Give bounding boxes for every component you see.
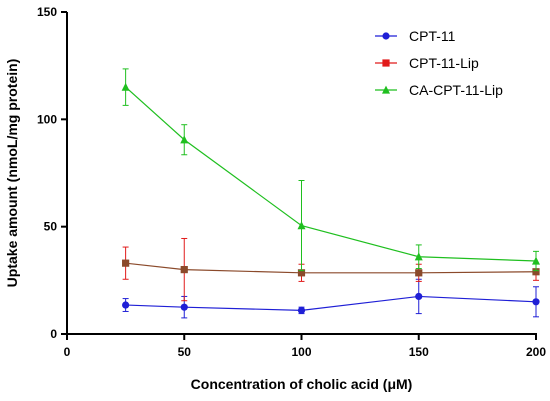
legend: CPT-11 CPT-11-Lip CA-CPT-11-Lip	[375, 28, 503, 98]
data-point	[532, 298, 540, 306]
legend-marker	[382, 59, 390, 67]
data-point	[532, 268, 540, 276]
x-tick-label: 100	[291, 345, 311, 359]
series-ca-cpt-11-lip	[121, 68, 540, 272]
legend-label: CPT-11-Lip	[409, 55, 479, 71]
axes: 0 50 100 150 200 0 50 100 150	[37, 5, 546, 359]
data-point	[297, 306, 306, 314]
data-point	[415, 292, 423, 301]
data-point	[415, 269, 423, 277]
x-axis-title: Concentration of cholic acid (μM)	[191, 376, 413, 392]
data-point	[297, 221, 306, 230]
data-point	[122, 259, 130, 267]
x-tick-label: 150	[409, 345, 429, 359]
y-axis-ticks: 0 50 100 150	[37, 5, 67, 341]
y-axis-title: Uptake amount (nmoL/mg protein)	[4, 59, 20, 288]
plot-area	[121, 68, 540, 319]
data-point	[297, 269, 306, 277]
data-point	[121, 82, 130, 91]
data-point	[122, 301, 130, 309]
x-tick-label: 0	[64, 345, 71, 359]
legend-label: CPT-11	[409, 28, 456, 44]
y-tick-label: 0	[50, 327, 57, 341]
y-tick-label: 50	[44, 220, 58, 234]
series-line	[125, 86, 537, 262]
x-axis-ticks: 0 50 100 150 200	[64, 334, 546, 359]
legend-item: CPT-11	[375, 28, 456, 44]
x-tick-label: 200	[526, 345, 546, 359]
legend-item: CPT-11-Lip	[375, 55, 479, 71]
legend-item: CA-CPT-11-Lip	[375, 82, 503, 98]
data-point	[414, 252, 423, 261]
x-tick-label: 50	[178, 345, 192, 359]
data-point	[532, 256, 540, 265]
legend-label: CA-CPT-11-Lip	[409, 82, 503, 98]
data-point	[180, 303, 188, 311]
legend-marker	[382, 85, 390, 94]
y-tick-label: 150	[37, 5, 57, 19]
series-cpt-11-lip	[122, 237, 540, 302]
legend-marker	[382, 32, 390, 40]
data-point	[180, 135, 189, 144]
y-tick-label: 100	[37, 112, 57, 126]
series-cpt-11	[122, 278, 540, 319]
data-point	[180, 266, 188, 274]
